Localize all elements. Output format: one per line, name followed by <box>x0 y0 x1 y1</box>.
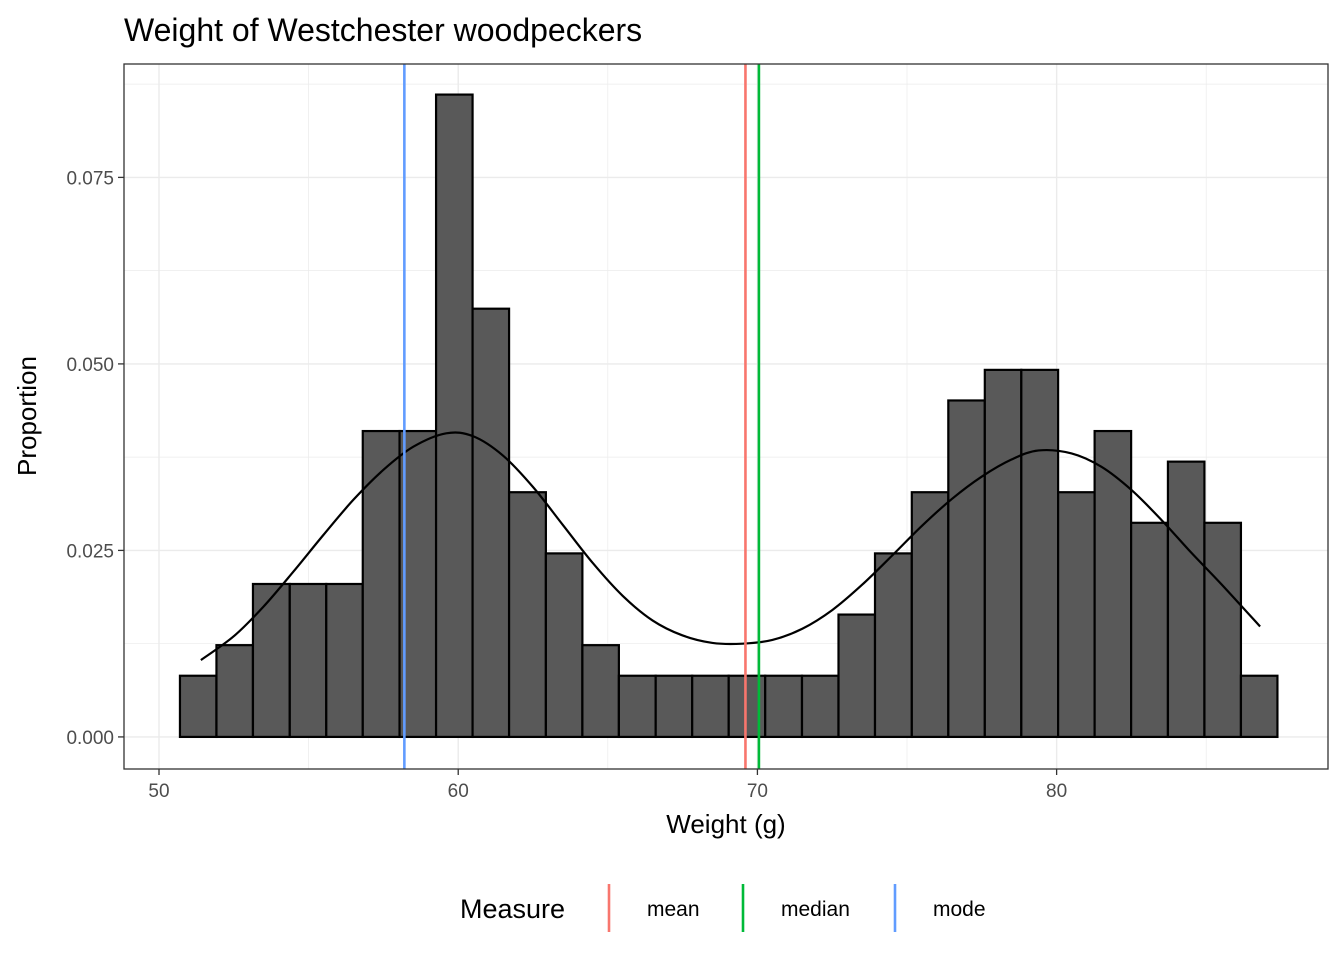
histogram-bar <box>544 552 584 739</box>
histogram-bar <box>617 674 657 739</box>
x-tick-label: 70 <box>747 781 768 802</box>
legend: Measure mean median mode <box>460 884 986 932</box>
y-tick-label: 0.075 <box>66 168 114 189</box>
histogram-bar <box>1239 674 1279 739</box>
y-tick-label: 0.025 <box>66 541 114 562</box>
chart-title: Weight of Westchester woodpeckers <box>124 12 642 48</box>
legend-label-mode: mode <box>933 898 986 921</box>
histogram-bar <box>837 613 877 739</box>
histogram-bar <box>654 674 694 739</box>
legend-items: mean median mode <box>607 884 986 932</box>
x-tick-label: 80 <box>1046 781 1067 802</box>
x-axis-title: Weight (g) <box>666 809 785 839</box>
x-axis-ticks: 50 60 70 80 <box>148 769 1067 802</box>
density-curve-layer <box>200 431 1261 661</box>
histogram-bar <box>581 644 620 739</box>
y-axis-ticks: 0.000 0.025 0.050 0.075 <box>66 168 124 749</box>
y-axis-title: Proportion <box>12 356 42 476</box>
histogram-bar <box>1020 368 1060 739</box>
histogram-bars <box>178 93 1279 739</box>
histogram-bar <box>1203 521 1243 739</box>
legend-label-mean: mean <box>647 898 700 921</box>
histogram-bar <box>1166 460 1206 739</box>
reference-lines <box>403 64 761 769</box>
y-tick-label: 0.050 <box>66 355 114 376</box>
x-tick-label: 50 <box>148 781 169 802</box>
histogram-bar <box>471 307 511 739</box>
histogram-bar <box>691 674 730 739</box>
histogram-bar <box>1057 491 1096 739</box>
histogram-bar <box>251 582 291 739</box>
histogram-bar <box>800 674 840 739</box>
density-curve <box>200 431 1261 661</box>
histogram-bar <box>507 491 547 739</box>
histogram-bar <box>947 399 986 739</box>
histogram-bar <box>1130 521 1170 739</box>
plot-border <box>123 63 1329 770</box>
histogram-bar <box>361 429 401 739</box>
histogram-bar <box>215 644 255 739</box>
histogram-bar <box>764 674 804 739</box>
histogram-bar <box>325 582 364 739</box>
histogram-bar <box>873 552 913 739</box>
legend-label-median: median <box>781 898 850 921</box>
histogram-bar <box>1093 429 1133 739</box>
histogram-bar <box>983 368 1023 739</box>
histogram-bar <box>434 93 474 739</box>
y-tick-label: 0.000 <box>66 728 114 749</box>
histogram-bar <box>910 491 950 739</box>
x-tick-label: 60 <box>448 781 469 802</box>
histogram-bar <box>288 582 328 739</box>
legend-title: Measure <box>460 894 565 924</box>
histogram-bar <box>178 674 218 739</box>
